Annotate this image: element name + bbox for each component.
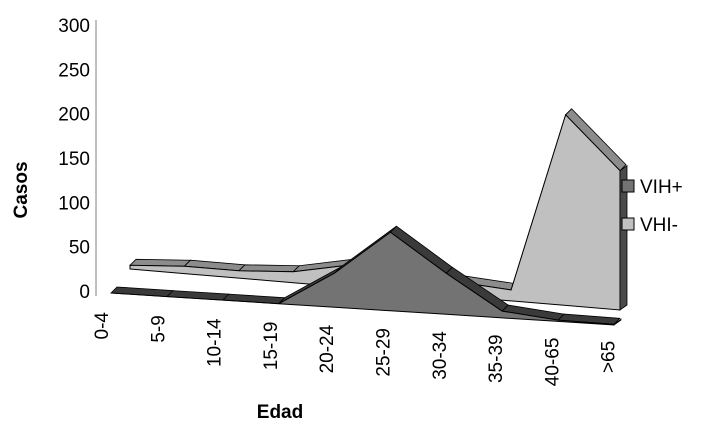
y-tick-label: 200 <box>58 105 90 126</box>
x-axis-title: Edad <box>257 402 303 422</box>
y-tick-label: 100 <box>58 193 90 214</box>
x-tick-label: >65 <box>599 341 620 373</box>
x-tick-label: 30-34 <box>430 331 451 380</box>
y-tick-label: 300 <box>58 16 90 37</box>
y-tick-label: 150 <box>58 149 90 170</box>
y-tick-label: 0 <box>79 282 90 303</box>
x-tick-label: 25-29 <box>374 328 395 377</box>
vih-positive-side-face <box>613 318 622 326</box>
legend: VIH+ VHI- <box>621 177 683 236</box>
legend-label-vhi-negative: VHI- <box>640 215 678 236</box>
legend-label-vih-positive: VIH+ <box>640 177 683 198</box>
y-tick-label: 250 <box>58 60 90 81</box>
series-vih-positive <box>110 225 622 326</box>
y-axis-title: Casos <box>11 161 32 218</box>
x-tick-labels: 0-4 5-9 10-14 15-19 20-24 25-29 30-34 35-39 40-6… <box>92 312 620 387</box>
x-tick-label: 0-4 <box>92 312 113 340</box>
x-tick-label: 40-65 <box>542 338 563 387</box>
x-tick-label: 5-9 <box>148 315 169 342</box>
y-tick-labels: 0 50 100 150 200 250 300 <box>58 16 90 303</box>
x-tick-label: 35-39 <box>486 334 507 383</box>
x-tick-label: 10-14 <box>205 318 226 367</box>
vhi-negative-side-face <box>619 164 628 311</box>
legend-swatch-vhi-negative <box>621 217 635 231</box>
x-tick-label: 20-24 <box>317 324 338 373</box>
y-tick-label: 50 <box>69 238 90 259</box>
legend-swatch-vih-positive <box>621 179 635 193</box>
x-tick-label: 15-19 <box>261 322 282 371</box>
